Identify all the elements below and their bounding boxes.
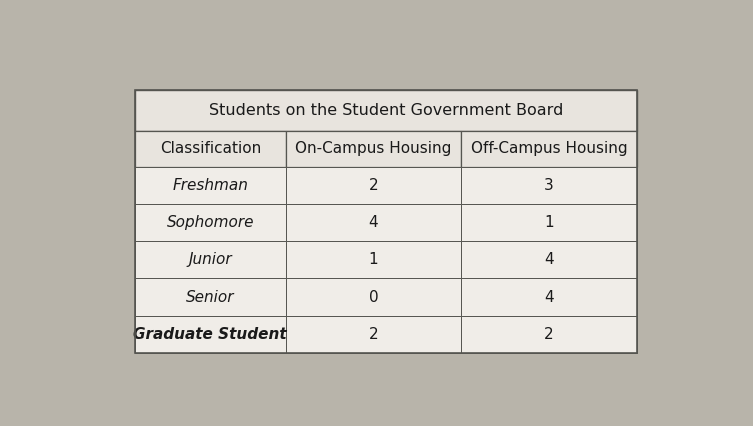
Text: Senior: Senior (186, 290, 234, 305)
Bar (285, 131, 461, 167)
Text: 4: 4 (544, 290, 554, 305)
Bar (135, 90, 637, 353)
Bar (461, 167, 637, 204)
Text: Freshman: Freshman (172, 178, 248, 193)
Bar (135, 278, 285, 316)
Bar (135, 167, 285, 204)
Bar (285, 167, 461, 204)
Bar (461, 204, 637, 241)
Bar (285, 241, 461, 278)
Text: Students on the Student Government Board: Students on the Student Government Board (209, 104, 563, 118)
Text: On-Campus Housing: On-Campus Housing (295, 141, 452, 156)
Bar (285, 316, 461, 353)
Text: Junior: Junior (188, 252, 232, 267)
Bar (135, 241, 285, 278)
Bar (285, 204, 461, 241)
Bar (135, 204, 285, 241)
Bar (461, 278, 637, 316)
Text: 4: 4 (368, 215, 378, 230)
Bar (135, 316, 285, 353)
Bar (135, 90, 637, 131)
Bar (461, 131, 637, 167)
Text: 0: 0 (368, 290, 378, 305)
Text: 2: 2 (368, 178, 378, 193)
Text: Graduate Student: Graduate Student (133, 327, 287, 342)
Bar (461, 316, 637, 353)
Bar (285, 278, 461, 316)
Text: Sophomore: Sophomore (166, 215, 254, 230)
Text: Off-Campus Housing: Off-Campus Housing (471, 141, 627, 156)
Text: Classification: Classification (160, 141, 261, 156)
Text: 1: 1 (368, 252, 378, 267)
Text: 4: 4 (544, 252, 554, 267)
Bar (135, 131, 285, 167)
Text: 1: 1 (544, 215, 554, 230)
Bar (461, 241, 637, 278)
Text: 2: 2 (544, 327, 554, 342)
Text: 3: 3 (544, 178, 554, 193)
Text: 2: 2 (368, 327, 378, 342)
